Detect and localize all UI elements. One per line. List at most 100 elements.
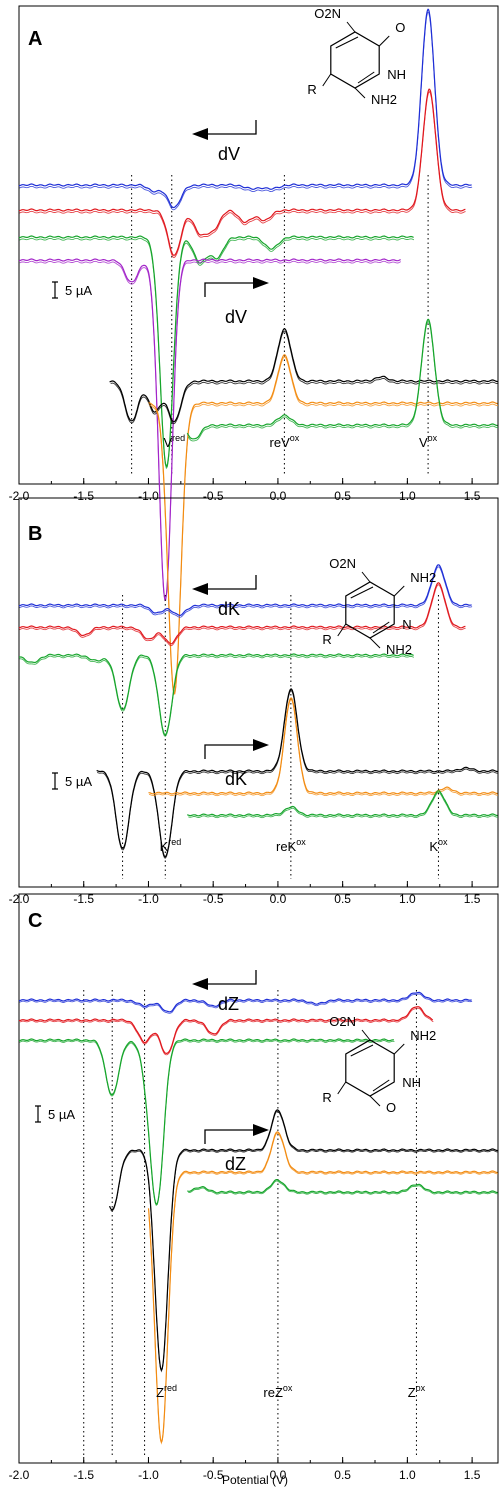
x-tick-label: 1.5 — [464, 489, 481, 503]
panel-c: -2.0 -1.5 -1.0 -0.5 0.0 0.5 1.0 1.5 CdZ dZ 5 µA Zre… — [9, 893, 499, 1482]
molecule-structure: O2N NH2 NH R O — [322, 1014, 436, 1115]
substituent-label: R — [322, 632, 331, 647]
x-tick-label: -0.5 — [203, 1468, 224, 1482]
trace-red — [18, 88, 466, 256]
trace-return-blue — [19, 11, 473, 211]
trace-return-green — [187, 321, 498, 442]
x-tick-label: -1.0 — [138, 892, 159, 906]
trace-green — [187, 1179, 498, 1194]
peak-label-sup: ox — [283, 1383, 293, 1393]
peak-label: Vred — [164, 433, 186, 450]
trace-blue — [18, 8, 472, 209]
peak-label-main: K — [160, 839, 169, 854]
scale-bar-label: 5 µA — [48, 1107, 75, 1122]
peak-label: reZox — [263, 1383, 293, 1400]
peak-label: Kox — [429, 837, 448, 854]
peak-label: reKox — [276, 837, 306, 854]
peak-label-sup: red — [172, 433, 185, 443]
bond — [369, 1095, 381, 1107]
peak-label-main: reK — [276, 839, 297, 854]
peak-label-sup: ox — [428, 433, 438, 443]
peak-label-sup: red — [164, 1383, 177, 1393]
substituent-label: NH — [402, 1075, 421, 1090]
trace-red — [18, 1006, 434, 1055]
panel-letter: B — [28, 523, 42, 545]
trace-green — [186, 318, 498, 440]
trace-return-green — [19, 237, 415, 470]
ring-bonds — [345, 1039, 395, 1097]
substituent-label: O2N — [329, 1014, 356, 1029]
arrow-head-icon — [192, 128, 208, 140]
panel-frame — [18, 5, 499, 485]
scale-bar — [35, 1105, 41, 1123]
bond — [337, 1081, 347, 1095]
peak-label-main: Z — [408, 1385, 416, 1400]
x-tick-label: -1.5 — [73, 489, 94, 503]
peak-label-main: reZ — [263, 1385, 283, 1400]
trace-return-purple — [19, 260, 402, 602]
trace-return-green — [19, 655, 415, 737]
bond — [346, 21, 356, 33]
panel-letter: C — [28, 910, 42, 932]
ring-bonds — [330, 31, 380, 89]
x-tick-label: 1.0 — [399, 1468, 416, 1482]
trace-green — [18, 1038, 395, 1205]
bond — [337, 623, 347, 637]
trace-black — [109, 328, 498, 423]
x-tick-label: 0.0 — [270, 892, 287, 906]
bond — [393, 585, 405, 597]
x-tick-label: -2.0 — [9, 489, 30, 503]
peak-label-main: reV — [270, 435, 291, 450]
peak-label-main: K — [429, 839, 438, 854]
peak-label-sup: ox — [416, 1383, 426, 1393]
arrow-head-icon — [192, 978, 208, 990]
peak-label-sup: ox — [296, 837, 306, 847]
x-tick-label: 0.0 — [270, 1468, 287, 1482]
trace-return-black — [110, 330, 498, 425]
x-tick-label: 0.5 — [334, 489, 351, 503]
trace-green — [19, 653, 414, 736]
peak-label-main: Z — [156, 1385, 164, 1400]
bond — [322, 73, 332, 87]
substituent-label: O — [386, 1100, 396, 1115]
substituent-label: NH2 — [410, 1028, 436, 1043]
scan-label: dK — [218, 599, 240, 619]
trace-return-green — [188, 1180, 498, 1195]
trace-green — [18, 235, 414, 468]
panel-frame — [18, 497, 499, 888]
scan-arrow — [204, 1129, 261, 1144]
peak-label-sup: ox — [438, 837, 448, 847]
x-tick-label: 1.5 — [464, 892, 481, 906]
x-tick-label: 1.0 — [399, 489, 416, 503]
scale-bar-label: 5 µA — [65, 774, 92, 789]
trace-blue — [18, 564, 472, 616]
peak-label-sup: ox — [290, 433, 300, 443]
trace-return-green — [188, 792, 498, 819]
x-tick-label: -1.0 — [138, 489, 159, 503]
trace-orange — [148, 697, 498, 795]
panel-frame — [18, 893, 499, 1464]
bond — [354, 87, 366, 99]
peak-label-sup: red — [168, 837, 181, 847]
arrow-head-icon — [253, 1124, 269, 1136]
x-tick-label: 1.5 — [464, 1468, 481, 1482]
x-tick-label: -0.5 — [203, 892, 224, 906]
double-bond — [357, 71, 375, 84]
x-tick-label: -2.0 — [9, 1468, 30, 1482]
x-tick-label: -0.5 — [203, 489, 224, 503]
trace-return-black — [97, 690, 498, 859]
peak-label: Vox — [419, 433, 438, 450]
arrow-head-icon — [192, 583, 208, 595]
bond — [369, 637, 381, 649]
scan-arrow — [198, 575, 257, 590]
peak-label: Zred — [156, 1383, 177, 1400]
substituent-label: R — [307, 82, 316, 97]
scale-bar — [52, 772, 58, 790]
substituent-label: NH2 — [410, 570, 436, 585]
x-tick-label: -1.0 — [138, 1468, 159, 1482]
arrow-head-icon — [253, 277, 269, 289]
double-bond — [350, 586, 374, 599]
double-bond — [372, 621, 390, 634]
